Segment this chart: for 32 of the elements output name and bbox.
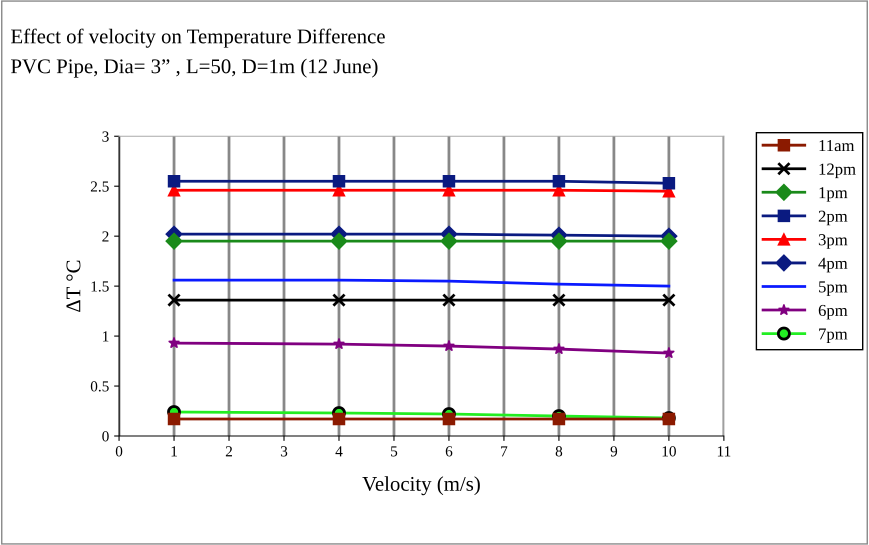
y-axis-title: ΔT °C [66,260,80,312]
x-tick-label: 7 [501,446,508,456]
y-tick-label: 2 [102,231,108,242]
y-tick-label: 2.5 [90,181,109,192]
legend-label: 7pm [819,328,848,343]
x-tick-label: 1 [172,446,177,456]
x-tick-label: 11 [718,446,730,456]
chart-subtitle: PVC Pipe, Dia= 3” , L=50, D=1m (12 June) [11,58,378,78]
legend-label: 1pm [820,187,848,202]
legend-label: 11am [820,140,854,152]
y-tick-label: 1 [103,331,108,342]
x-tick-label: 9 [610,446,618,456]
x-tick-label: 6 [446,446,452,456]
x-axis-title: Velocity (m/s) [362,476,480,496]
y-tick-label: 0 [102,431,109,442]
legend-label: 12pm [820,164,856,178]
y-tick-label: 1.5 [92,281,109,292]
legend-label: 5pm [819,281,848,296]
y-tick-label: 3 [102,131,109,142]
x-tick-label: 3 [280,446,288,456]
x-tick-label: 8 [556,446,562,456]
x-tick-label: 4 [335,446,343,456]
x-tick-label: 5 [391,446,398,456]
x-tick-label: 10 [662,446,676,456]
legend-label: 6pm [818,304,848,320]
legend-label: 2pm [818,210,848,226]
chart-title: Effect of velocity on Temperature Difference [11,28,385,48]
x-tick-label: 2 [226,446,232,456]
y-tick-label: 0.5 [90,381,109,392]
legend-label: 4pm [818,258,848,272]
x-tick-label: 0 [116,446,122,456]
legend-label: 3pm [818,234,848,249]
